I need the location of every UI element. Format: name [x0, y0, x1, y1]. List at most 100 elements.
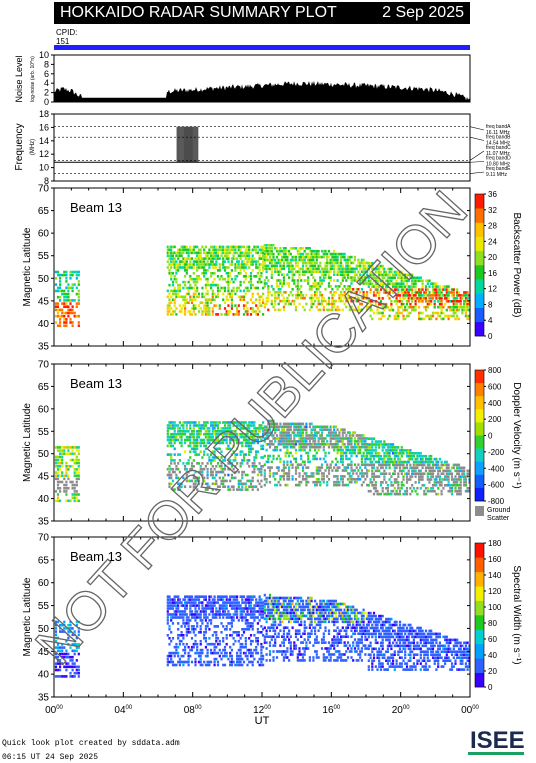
noise-ytick-label: 6 [44, 69, 49, 79]
panel-ytick-label: 45 [38, 647, 50, 658]
panel-ytick-label: 35 [38, 342, 50, 353]
freq-band-leader [469, 136, 485, 141]
colorbar-tick-label: 180 [488, 539, 502, 548]
colorbar-tick-label: 32 [488, 206, 497, 215]
plot-date: 2 Sep 2025 [382, 4, 464, 21]
colorbar-tick-label: 40 [488, 651, 497, 660]
panel-ytick-label: 70 [38, 184, 50, 195]
colorbar-segment [475, 250, 484, 266]
colorbar-tick-label: 20 [488, 667, 497, 676]
colorbar-segment [475, 307, 484, 323]
noise-ylabel-units: log-noise (arb. 10^n) [30, 56, 36, 102]
beam-label: Beam 13 [70, 549, 122, 564]
freq-frame [53, 113, 471, 182]
xtick-label: 0000 [461, 705, 479, 716]
colorbar-label: Doppler Velocity (m s⁻¹) [511, 382, 522, 488]
cpid-value: 151 [56, 37, 70, 46]
noise-ytick-label: 4 [44, 78, 49, 88]
panel-ytick-label: 40 [38, 494, 50, 505]
freq-band-label: freq bandD [486, 156, 511, 162]
colorbar-tick-label: 100 [488, 603, 502, 612]
colorbar-segment [475, 448, 484, 462]
colorbar-segment [475, 643, 484, 659]
colorbar-tick-label: -400 [488, 464, 505, 473]
noise-ytick-label: 10 [39, 50, 49, 60]
panel-ytick-label: 55 [38, 251, 50, 262]
freq-band-value: 11.07 MHz [486, 151, 510, 157]
colorbar-tick-label: -600 [488, 481, 505, 490]
colorbar-tick-label: -200 [488, 448, 505, 457]
panel-ytick-label: 60 [38, 229, 50, 240]
panel-ytick-label: 55 [38, 601, 50, 612]
panel-ytick-label: 50 [38, 449, 50, 460]
freq-band-label: freq bandB [486, 135, 511, 141]
colorbar-tick-label: 12 [488, 285, 497, 294]
freq-band-label: freq bandC [486, 145, 511, 151]
colorbar-tick-label: 16 [488, 269, 497, 278]
panel-ytick-label: 65 [38, 206, 50, 217]
colorbar-tick-label: 24 [488, 237, 497, 246]
freq-ylabel-units: (MHz) [30, 139, 36, 155]
noise-ytick-label: 2 [44, 88, 49, 98]
colorbar-tick-label: 160 [488, 555, 502, 564]
freq-band-label: freq bandE [486, 166, 511, 172]
panel-ytick-label: 60 [38, 578, 50, 589]
colorbar-tick-label: 200 [488, 415, 502, 424]
footer-timestamp: 06:15 UT 24 Sep 2025 [2, 753, 99, 762]
panel-ytick-label: 60 [38, 404, 50, 415]
cpid-bar [54, 45, 470, 50]
colorbar-segment [475, 571, 484, 587]
beam-label: Beam 13 [70, 376, 122, 391]
isee-logo: ISEE [468, 727, 525, 755]
xtick-label: 1200 [253, 705, 271, 716]
panel-ytick-label: 40 [38, 670, 50, 681]
panel-ytick-label: 45 [38, 296, 50, 307]
freq-ytick-label: 12 [39, 149, 49, 159]
colorbar-segment [475, 409, 484, 423]
freq-band-label: freq bandA [486, 124, 511, 130]
colorbar-tick-label: 0 [488, 683, 493, 692]
colorbar-segment [475, 383, 484, 397]
colorbar-tick-label: 4 [488, 316, 493, 325]
colorbar-tick-label: 80 [488, 619, 497, 628]
colorbar-tick-label: 20 [488, 253, 497, 262]
colorbar-tick-label: 400 [488, 399, 502, 408]
colorbar-segment [475, 222, 484, 237]
colorbar-segment [475, 279, 484, 294]
colorbar-segment [475, 474, 484, 489]
footer-created: Quick look plot created by sddata.adm [2, 739, 180, 748]
panel-ytick-label: 35 [38, 517, 50, 528]
panel-ytick-label: 70 [38, 360, 50, 371]
freq-band-leader [469, 150, 485, 161]
colorbar-frame [474, 193, 485, 337]
xtick-label: 1600 [322, 705, 340, 716]
colorbar-segment [475, 557, 484, 573]
colorbar-segment [475, 422, 484, 436]
freq-ytick-label: 10 [39, 163, 49, 173]
colorbar-segment [475, 629, 484, 645]
colorbar-segment [475, 236, 484, 252]
freq-band-leader [469, 171, 485, 174]
colorbar-segment [475, 543, 484, 558]
freq-band-value: 9.11 MHz [486, 172, 508, 178]
colorbar-segment [475, 586, 484, 601]
colorbar-tick-label: 120 [488, 587, 502, 596]
colorbar-segment [475, 396, 484, 410]
colorbar-segment [475, 672, 484, 688]
noise-ytick-label: 0 [44, 97, 49, 107]
x-axis-label: UT [255, 715, 270, 727]
colorbar-segment [475, 615, 484, 630]
noise-series [54, 80, 470, 102]
freq-band-value: 14.54 MHz [486, 141, 511, 147]
colorbar-tick-label: -800 [488, 497, 505, 506]
colorbar-tick-label: 800 [488, 366, 502, 375]
colorbar-tick-label: 0 [488, 432, 493, 441]
ground-scatter-swatch [475, 506, 484, 516]
freq-band-value: 10.80 MHz [486, 162, 511, 168]
panel-ytick-label: 65 [38, 382, 50, 393]
colorbar-segment [475, 370, 484, 384]
colorbar-segment [475, 293, 484, 308]
freq-ytick-label: 14 [39, 136, 49, 146]
colorbar-segment [475, 461, 484, 476]
colorbar-segment [475, 600, 484, 616]
